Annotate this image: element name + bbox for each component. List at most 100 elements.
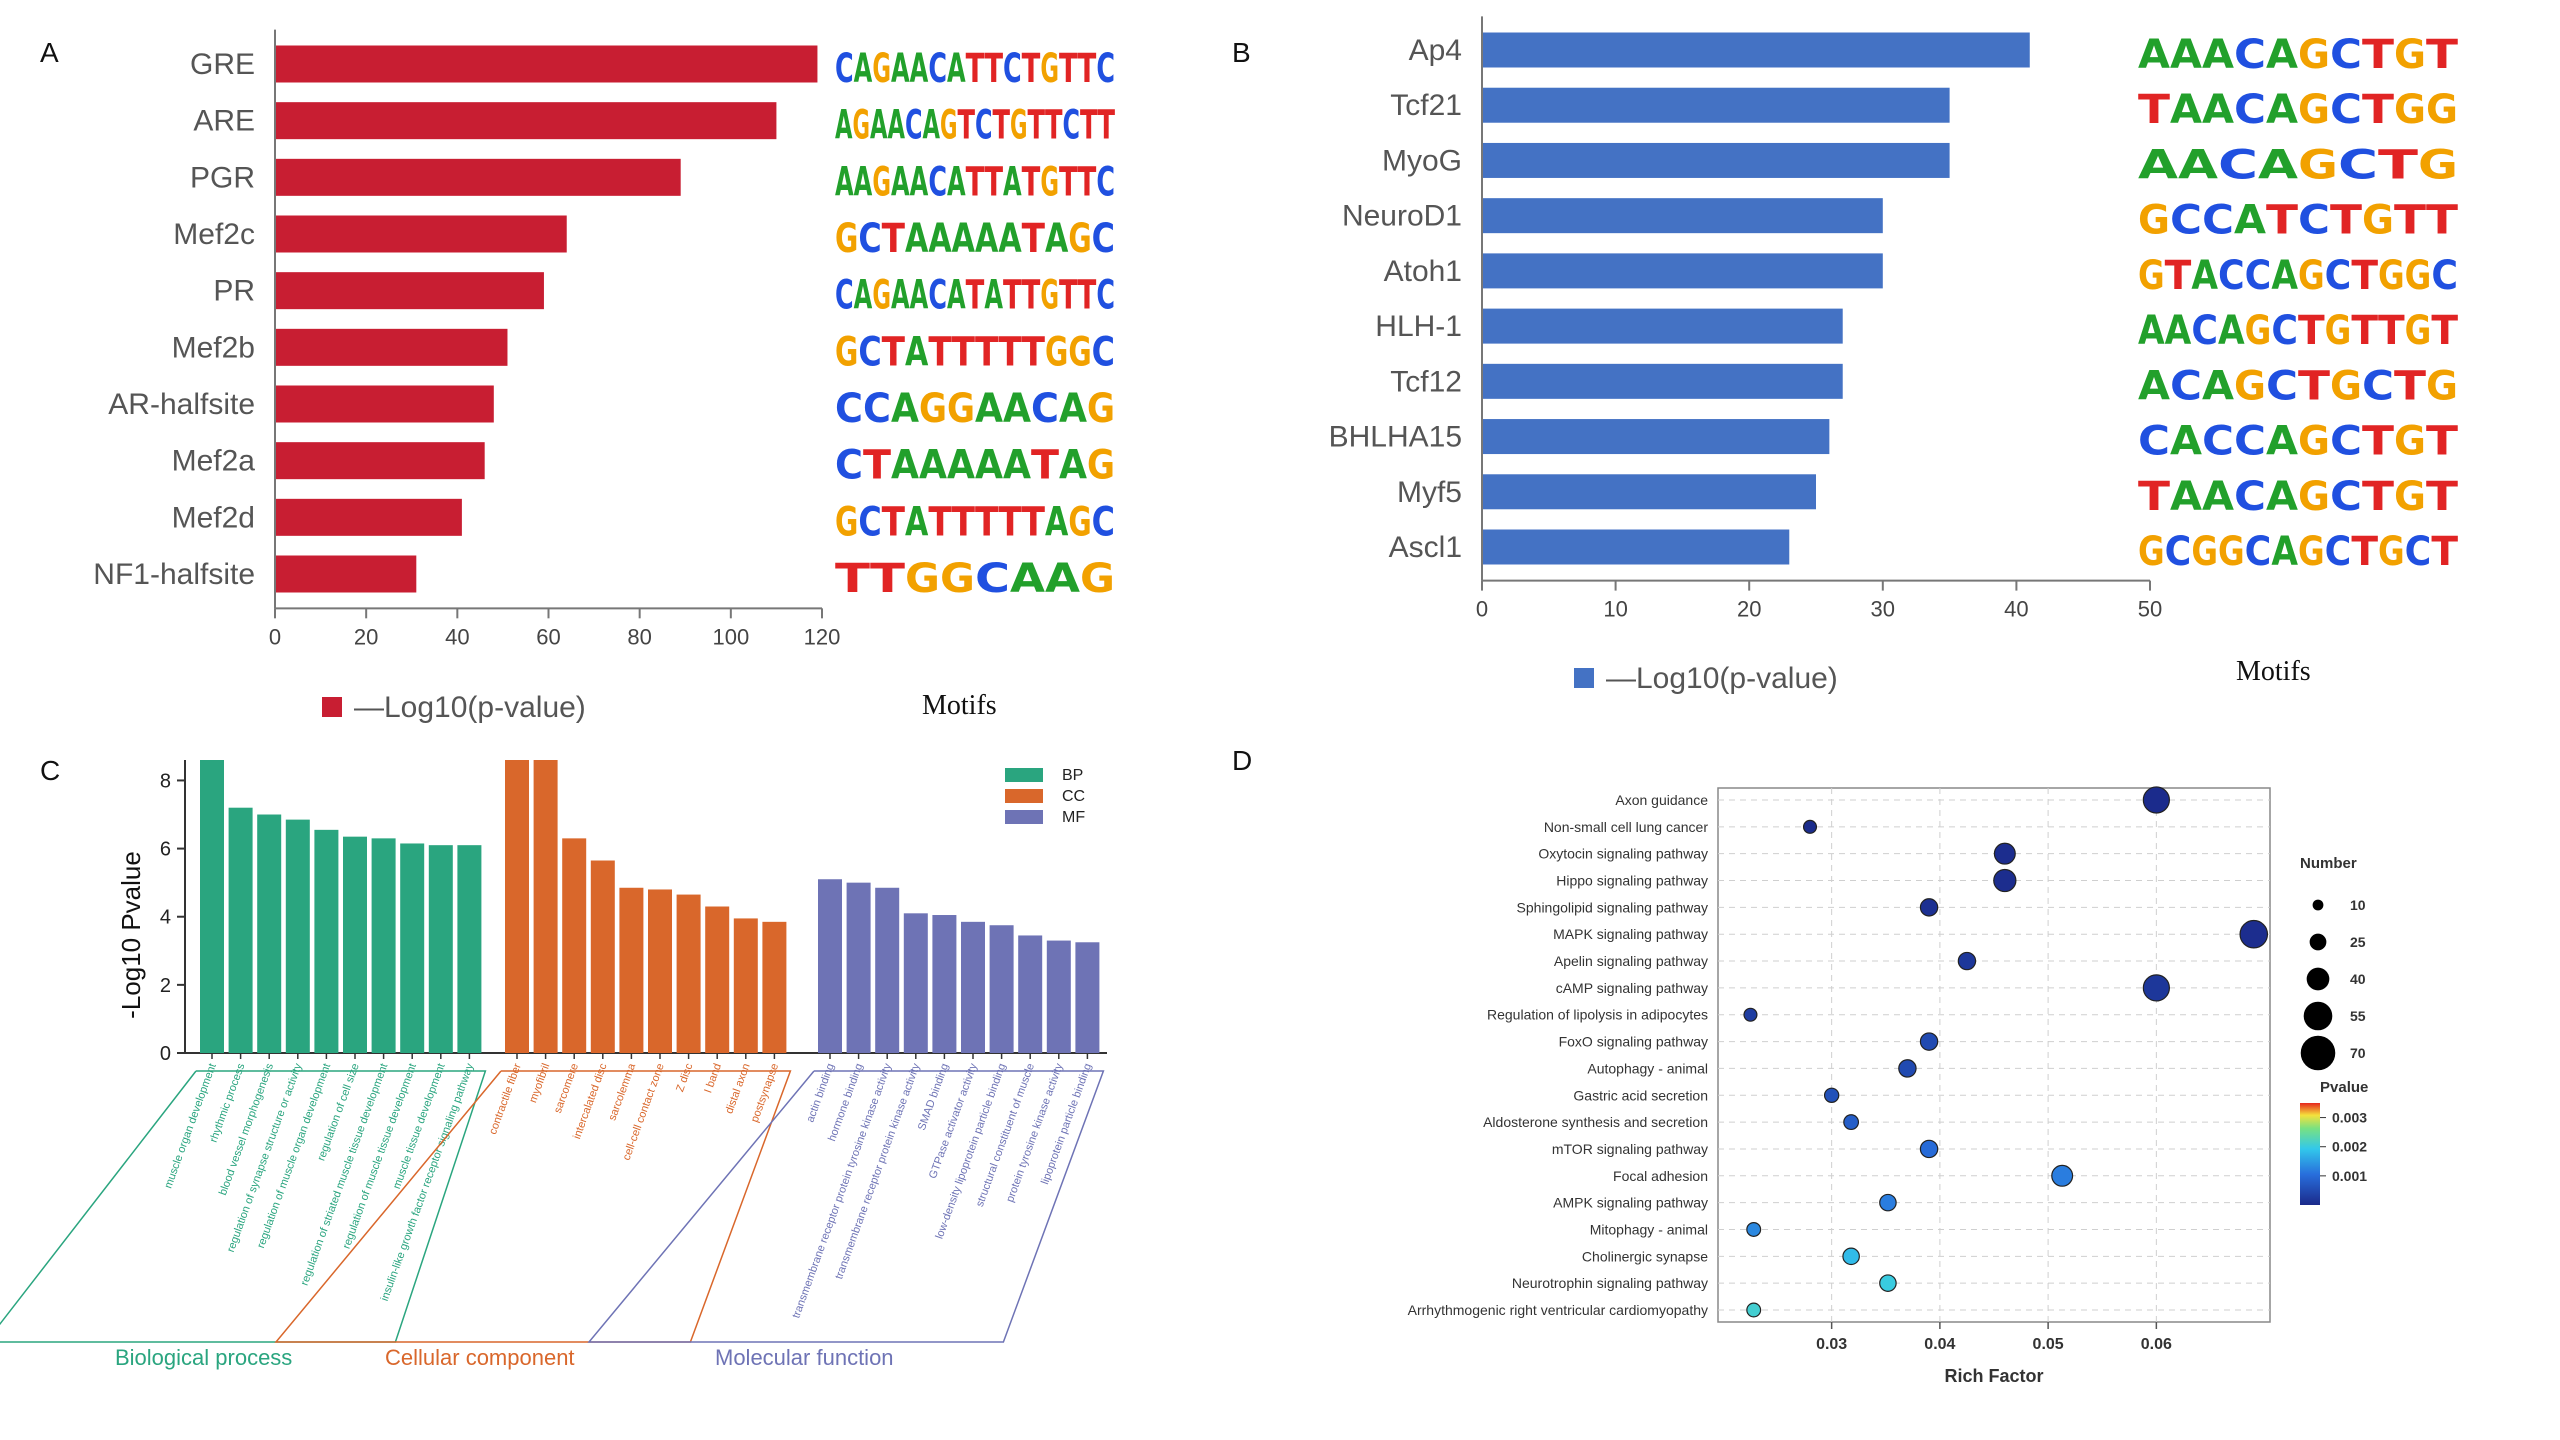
bar-HLH-1 [1482, 308, 1843, 344]
pathway-label: Axon guidance [1615, 792, 1708, 808]
pathway-label: Non-small cell lung cancer [1544, 819, 1709, 835]
motif-letter: G [2426, 363, 2458, 409]
bar-CC [562, 838, 587, 1053]
motifs-label: Motifs [922, 690, 997, 721]
size-legend-label: 10 [2350, 897, 2366, 913]
category-label: Z disc [674, 1061, 695, 1093]
bubble [1919, 898, 1939, 917]
motif-letter: G [1068, 329, 1091, 375]
pathway-label: Cholinergic synapse [1582, 1248, 1708, 1264]
motif-letter: A [854, 159, 873, 205]
y-tick-label: 2 [160, 975, 171, 997]
motif-letter: T [2426, 474, 2459, 520]
bar-CC [676, 894, 701, 1053]
motif-letter: G [1068, 499, 1091, 545]
motif-letter: G [2298, 253, 2325, 299]
motif-letter: T [984, 159, 1003, 205]
size-legend-title: Number [2300, 855, 2357, 872]
motif-letter: G [2218, 529, 2245, 575]
motif-letter: A [2266, 474, 2298, 520]
bar-Mef2c [275, 215, 567, 253]
motif-letter: T [2394, 363, 2427, 409]
motif-letter: A [2178, 142, 2218, 188]
motif-letter: A [910, 273, 929, 319]
x-tick-label: 50 [2138, 597, 2162, 622]
category-label: Myf5 [1397, 476, 1462, 509]
motif-letter: A [835, 103, 853, 149]
motif-letter: A [2202, 32, 2234, 78]
motif-letter: T [2426, 32, 2459, 78]
motif-letter: C [1096, 273, 1115, 319]
motif-letter: T [966, 273, 985, 319]
motif-letter: A [1045, 499, 1068, 545]
legend-label: —Log10(p-value) [1606, 662, 1838, 695]
motif-letter: G [2362, 198, 2394, 244]
motif-letter: C [2202, 419, 2234, 465]
panel-d: 0.03 0.04 0.05 0.06 Rich Factor Axon guidance… [1408, 786, 2368, 1386]
motif-letter: A [1010, 556, 1045, 602]
motif-letter: A [2202, 363, 2234, 409]
bar-ARE [275, 102, 777, 140]
motif-letter: T [2362, 419, 2395, 465]
motif-letter: C [2271, 308, 2298, 354]
bubble [1919, 1032, 1939, 1051]
motif-letter: C [2431, 253, 2458, 299]
x-tick-label: 120 [804, 624, 841, 649]
motif-letter: C [975, 103, 993, 149]
motif-letter: G [2245, 308, 2272, 354]
pathway-label: Aldosterone synthesis and secretion [1483, 1114, 1708, 1130]
legend-swatch-BP [1005, 768, 1043, 782]
category-label: I band [702, 1062, 724, 1095]
bar-Myf5 [1482, 474, 1816, 510]
motif-letter: T [1078, 273, 1097, 319]
bar-BHLHA15 [1482, 419, 1830, 455]
motif-letter: C [928, 273, 947, 319]
bar-MF [989, 925, 1014, 1053]
category-label: HLH-1 [1375, 310, 1462, 343]
motif-letter: T [882, 499, 906, 545]
size-legend-dot [2309, 933, 2327, 951]
motif-letter: T [882, 329, 906, 375]
bubble [1842, 1247, 1860, 1266]
motif-letter: A [998, 216, 1021, 262]
group-bracket-MF [587, 1070, 1105, 1343]
motif-letter: G [919, 386, 947, 432]
motif-letter: G [2138, 529, 2165, 575]
category-label: Mef2d [172, 501, 255, 534]
motif-letter: A [2170, 32, 2202, 78]
group-label: Biological process [115, 1345, 292, 1370]
motif-letter: T [2351, 308, 2378, 354]
motif-letter: C [1096, 46, 1115, 92]
motif-letter: G [2330, 363, 2362, 409]
legend-label: MF [1062, 809, 1085, 826]
y-tick-label: 4 [160, 907, 171, 929]
bar-PR [275, 272, 544, 310]
pathway-label: AMPK signaling pathway [1553, 1195, 1708, 1211]
category-label: blood vessel morphogenesis [217, 1061, 276, 1197]
category-label: ARE [193, 105, 255, 138]
bar-Ascl1 [1482, 529, 1790, 565]
motif-letter: A [975, 443, 1003, 489]
motif-letter: C [1096, 159, 1115, 205]
plot-frame [1717, 787, 2271, 1323]
x-tick-label: 0.03 [1816, 1336, 1847, 1353]
size-legend-label: 55 [2350, 1008, 2366, 1024]
motif-letter: C [2234, 474, 2266, 520]
motif-letter: G [2405, 308, 2432, 354]
motif-letter: C [2362, 363, 2394, 409]
motif-letter: T [2426, 419, 2459, 465]
motif-letter: C [2138, 419, 2170, 465]
motif-letter: A [947, 46, 966, 92]
category-label: AR-halfsite [108, 388, 255, 421]
motif-letter: C [835, 443, 863, 489]
motif-letter: G [2138, 198, 2170, 244]
motif-letter: T [2138, 87, 2171, 133]
motif-letter: A [947, 443, 975, 489]
motif-letter: A [2271, 253, 2298, 299]
category-label: myofibril [527, 1062, 552, 1105]
